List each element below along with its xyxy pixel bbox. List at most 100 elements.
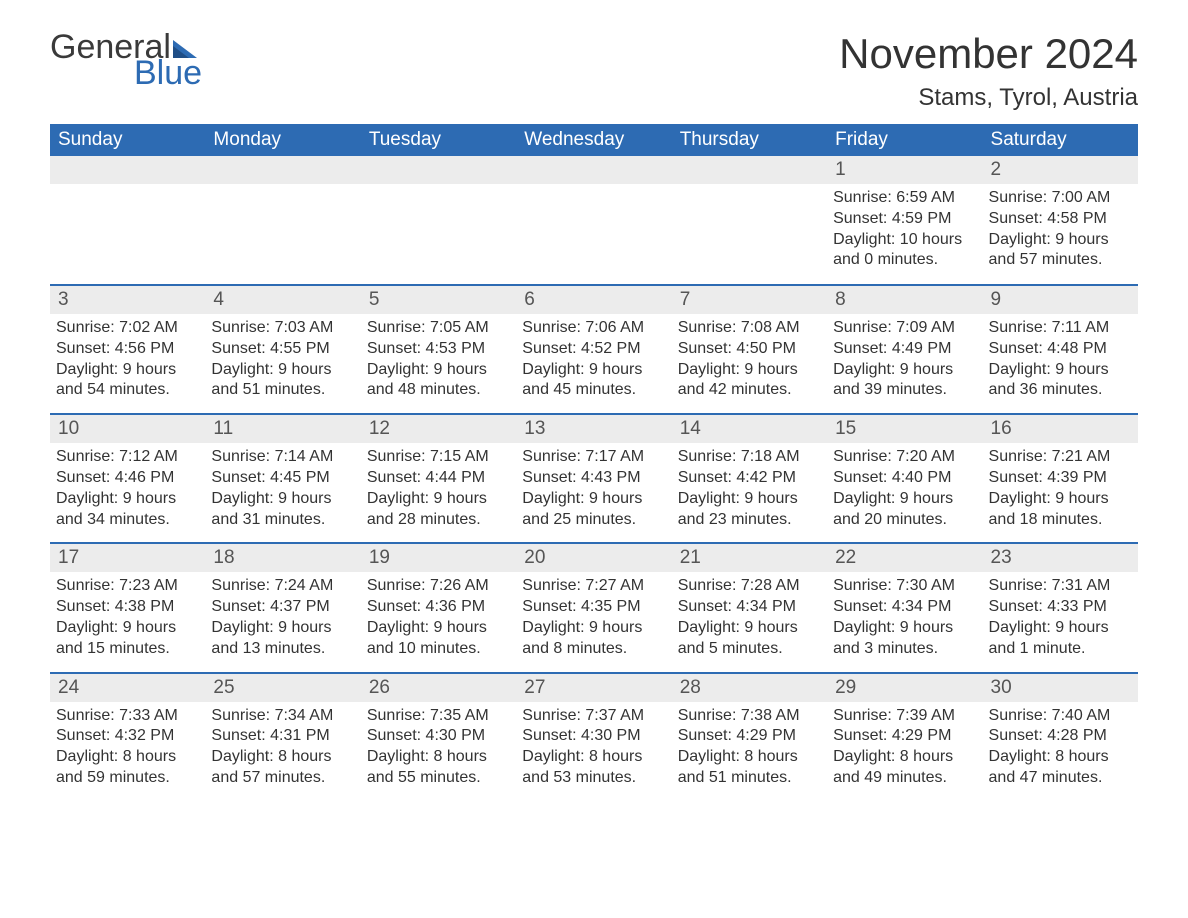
- sunrise-text: Sunrise: 7:34 AM: [211, 706, 354, 727]
- sunset-text: Sunset: 4:58 PM: [989, 209, 1132, 230]
- daylight-text: Daylight: 8 hours and 59 minutes.: [56, 747, 199, 789]
- sunrise-text: Sunrise: 7:35 AM: [367, 706, 510, 727]
- day-details: Sunrise: 7:39 AMSunset: 4:29 PMDaylight:…: [833, 706, 976, 789]
- sunrise-text: Sunrise: 7:37 AM: [522, 706, 665, 727]
- sunrise-text: Sunrise: 7:03 AM: [211, 318, 354, 339]
- sunrise-text: Sunrise: 7:33 AM: [56, 706, 199, 727]
- calendar-day: 4Sunrise: 7:03 AMSunset: 4:55 PMDaylight…: [205, 286, 360, 413]
- day-number: [516, 156, 671, 184]
- day-details: Sunrise: 7:15 AMSunset: 4:44 PMDaylight:…: [367, 447, 510, 530]
- day-details: Sunrise: 7:18 AMSunset: 4:42 PMDaylight:…: [678, 447, 821, 530]
- daylight-text: Daylight: 9 hours and 15 minutes.: [56, 618, 199, 660]
- daylight-text: Daylight: 9 hours and 8 minutes.: [522, 618, 665, 660]
- calendar-day: 30Sunrise: 7:40 AMSunset: 4:28 PMDayligh…: [983, 674, 1138, 801]
- daylight-text: Daylight: 9 hours and 1 minute.: [989, 618, 1132, 660]
- calendar-week: 24Sunrise: 7:33 AMSunset: 4:32 PMDayligh…: [50, 672, 1138, 801]
- day-number: 7: [672, 286, 827, 314]
- calendar-day: 14Sunrise: 7:18 AMSunset: 4:42 PMDayligh…: [672, 415, 827, 542]
- sunrise-text: Sunrise: 7:20 AM: [833, 447, 976, 468]
- sunrise-text: Sunrise: 7:00 AM: [989, 188, 1132, 209]
- sunset-text: Sunset: 4:36 PM: [367, 597, 510, 618]
- sunrise-text: Sunrise: 7:14 AM: [211, 447, 354, 468]
- daylight-text: Daylight: 8 hours and 51 minutes.: [678, 747, 821, 789]
- calendar-day: 27 Sunrise: 7:37 AMSunset: 4:30 PMDayligh…: [516, 674, 671, 801]
- day-number: 11: [205, 415, 360, 443]
- sunset-text: Sunset: 4:37 PM: [211, 597, 354, 618]
- day-details: Sunrise: 7:11 AMSunset: 4:48 PMDaylight:…: [989, 318, 1132, 401]
- day-details: Sunrise: 7:03 AMSunset: 4:55 PMDaylight:…: [211, 318, 354, 401]
- calendar-week: 1 Sunrise: 6:59 AMSunset: 4:59 PMDaylight…: [50, 156, 1138, 284]
- calendar-day: [672, 156, 827, 284]
- day-details: Sunrise: 7:24 AMSunset: 4:37 PMDaylight:…: [211, 576, 354, 659]
- title-block: November 2024 Stams, Tyrol, Austria: [839, 30, 1138, 112]
- calendar-day: 1 Sunrise: 6:59 AMSunset: 4:59 PMDaylight…: [827, 156, 982, 284]
- sunrise-text: Sunrise: 7:27 AM: [522, 576, 665, 597]
- day-number: 30: [983, 674, 1138, 702]
- calendar-week: 17Sunrise: 7:23 AMSunset: 4:38 PMDayligh…: [50, 542, 1138, 671]
- sunrise-text: Sunrise: 7:21 AM: [989, 447, 1132, 468]
- sunset-text: Sunset: 4:31 PM: [211, 726, 354, 747]
- day-number: 18: [205, 544, 360, 572]
- calendar-week: 10Sunrise: 7:12 AMSunset: 4:46 PMDayligh…: [50, 413, 1138, 542]
- daylight-text: Daylight: 9 hours and 3 minutes.: [833, 618, 976, 660]
- calendar-day: [50, 156, 205, 284]
- day-details: Sunrise: 6:59 AMSunset: 4:59 PMDaylight:…: [833, 188, 976, 271]
- daylight-text: Daylight: 9 hours and 48 minutes.: [367, 360, 510, 402]
- day-number: 13: [516, 415, 671, 443]
- sunset-text: Sunset: 4:39 PM: [989, 468, 1132, 489]
- sunset-text: Sunset: 4:55 PM: [211, 339, 354, 360]
- header: General Blue November 2024 Stams, Tyrol,…: [50, 30, 1138, 112]
- day-details: Sunrise: 7:12 AMSunset: 4:46 PMDaylight:…: [56, 447, 199, 530]
- calendar: SundayMondayTuesdayWednesdayThursdayFrid…: [50, 124, 1138, 801]
- sunset-text: Sunset: 4:29 PM: [678, 726, 821, 747]
- daylight-text: Daylight: 8 hours and 49 minutes.: [833, 747, 976, 789]
- sunset-text: Sunset: 4:35 PM: [522, 597, 665, 618]
- sunrise-text: Sunrise: 7:24 AM: [211, 576, 354, 597]
- sunset-text: Sunset: 4:45 PM: [211, 468, 354, 489]
- sunset-text: Sunset: 4:52 PM: [522, 339, 665, 360]
- day-number: 8: [827, 286, 982, 314]
- day-details: Sunrise: 7:00 AMSunset: 4:58 PMDaylight:…: [989, 188, 1132, 271]
- day-number: 1: [827, 156, 982, 184]
- calendar-day: 28Sunrise: 7:38 AMSunset: 4:29 PMDayligh…: [672, 674, 827, 801]
- daylight-text: Daylight: 9 hours and 36 minutes.: [989, 360, 1132, 402]
- sunset-text: Sunset: 4:40 PM: [833, 468, 976, 489]
- day-number: 16: [983, 415, 1138, 443]
- day-details: Sunrise: 7:14 AMSunset: 4:45 PMDaylight:…: [211, 447, 354, 530]
- sunrise-text: Sunrise: 7:09 AM: [833, 318, 976, 339]
- calendar-day: 26Sunrise: 7:35 AMSunset: 4:30 PMDayligh…: [361, 674, 516, 801]
- sunrise-text: Sunrise: 7:38 AM: [678, 706, 821, 727]
- day-details: Sunrise: 7:06 AMSunset: 4:52 PMDaylight:…: [522, 318, 665, 401]
- day-number: 5: [361, 286, 516, 314]
- sunrise-text: Sunrise: 7:23 AM: [56, 576, 199, 597]
- sunrise-text: Sunrise: 7:06 AM: [522, 318, 665, 339]
- sunrise-text: Sunrise: 7:40 AM: [989, 706, 1132, 727]
- sunset-text: Sunset: 4:29 PM: [833, 726, 976, 747]
- sunset-text: Sunset: 4:32 PM: [56, 726, 199, 747]
- daylight-text: Daylight: 9 hours and 45 minutes.: [522, 360, 665, 402]
- calendar-day: [205, 156, 360, 284]
- day-number: 6: [516, 286, 671, 314]
- calendar-day: 16 Sunrise: 7:21 AMSunset: 4:39 PMDayligh…: [983, 415, 1138, 542]
- day-details: Sunrise: 7:21 AMSunset: 4:39 PMDaylight:…: [989, 447, 1132, 530]
- calendar-day: 6 Sunrise: 7:06 AMSunset: 4:52 PMDaylight…: [516, 286, 671, 413]
- day-details: Sunrise: 7:37 AMSunset: 4:30 PMDaylight:…: [522, 706, 665, 789]
- day-number: 25: [205, 674, 360, 702]
- day-number: 27: [516, 674, 671, 702]
- calendar-day: 29Sunrise: 7:39 AMSunset: 4:29 PMDayligh…: [827, 674, 982, 801]
- day-details: Sunrise: 7:28 AMSunset: 4:34 PMDaylight:…: [678, 576, 821, 659]
- sunrise-text: Sunrise: 7:05 AM: [367, 318, 510, 339]
- daylight-text: Daylight: 10 hours and 0 minutes.: [833, 230, 976, 272]
- day-number: [672, 156, 827, 184]
- sunrise-text: Sunrise: 7:12 AM: [56, 447, 199, 468]
- sunset-text: Sunset: 4:59 PM: [833, 209, 976, 230]
- day-number: 19: [361, 544, 516, 572]
- daylight-text: Daylight: 9 hours and 28 minutes.: [367, 489, 510, 531]
- day-details: Sunrise: 7:30 AMSunset: 4:34 PMDaylight:…: [833, 576, 976, 659]
- day-details: Sunrise: 7:17 AMSunset: 4:43 PMDaylight:…: [522, 447, 665, 530]
- sunrise-text: Sunrise: 7:31 AM: [989, 576, 1132, 597]
- sunset-text: Sunset: 4:50 PM: [678, 339, 821, 360]
- day-number: 15: [827, 415, 982, 443]
- calendar-day: 18 Sunrise: 7:24 AMSunset: 4:37 PMDayligh…: [205, 544, 360, 671]
- day-details: Sunrise: 7:23 AMSunset: 4:38 PMDaylight:…: [56, 576, 199, 659]
